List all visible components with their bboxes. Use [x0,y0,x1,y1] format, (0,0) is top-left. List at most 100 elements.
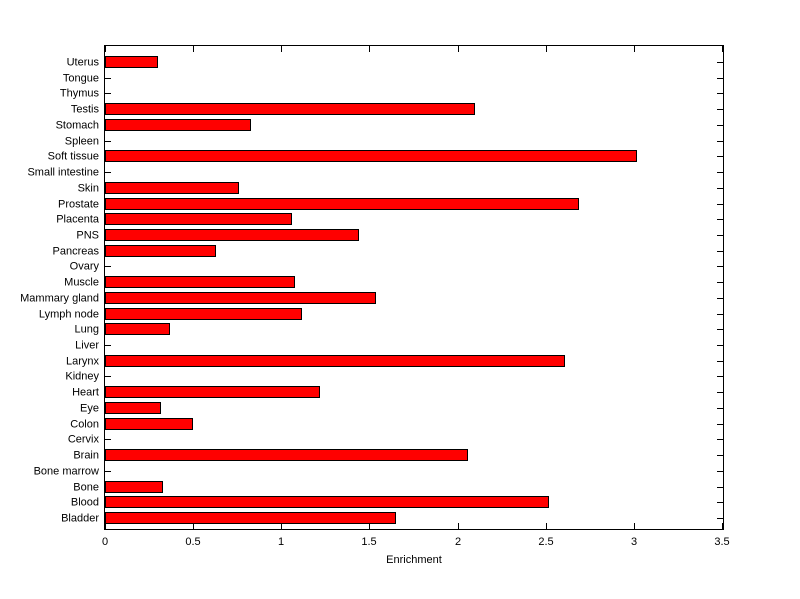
y-tick-right [717,487,723,488]
y-tick-left [105,93,111,94]
x-tick-bottom [369,523,370,529]
bar [105,386,320,398]
y-tick-label: Skin [77,182,99,195]
y-tick-right [717,93,723,94]
y-tick-right [717,109,723,110]
y-tick-right [717,235,723,236]
bar [105,449,468,461]
y-tick-right [717,156,723,157]
y-tick-label: Tongue [62,72,99,85]
y-tick-right [717,345,723,346]
y-tick-label: Soft tissue [47,150,99,163]
y-tick-right [717,329,723,330]
y-tick-label: Pancreas [52,245,99,258]
y-tick-left [105,345,111,346]
bar [105,229,359,241]
y-tick-right [717,376,723,377]
x-tick-bottom [546,523,547,529]
y-tick-right [717,78,723,79]
x-tick-bottom [105,523,106,529]
x-tick-label: 2 [454,536,462,548]
x-tick-bottom [281,523,282,529]
y-tick-right [717,424,723,425]
bar [105,418,193,430]
y-tick-right [717,204,723,205]
bar [105,213,292,225]
y-tick-label: Blood [70,496,99,509]
x-tick-top [722,46,723,52]
y-tick-left [105,471,111,472]
y-tick-left [105,172,111,173]
y-tick-label: Muscle [64,276,99,289]
y-tick-right [717,219,723,220]
x-tick-bottom [722,523,723,529]
x-tick-top [105,46,106,52]
y-tick-label: Prostate [58,198,99,211]
bar [105,276,295,288]
y-tick-label: PNS [76,229,99,242]
y-tick-right [717,455,723,456]
y-tick-right [717,251,723,252]
bar [105,512,396,524]
x-tick-label: 2.5 [538,536,554,548]
y-tick-label: Lymph node [38,308,99,321]
bar [105,245,216,257]
y-tick-right [717,172,723,173]
y-tick-label: Lung [74,323,99,336]
y-tick-right [717,518,723,519]
bar [105,119,251,131]
y-tick-right [717,62,723,63]
y-tick-label: Bone [73,481,99,494]
y-tick-label: Thymus [59,87,99,100]
x-tick-bottom [193,523,194,529]
y-tick-right [717,392,723,393]
y-tick-right [717,125,723,126]
y-tick-right [717,298,723,299]
x-axis-title: Enrichment [386,554,442,566]
bar [105,355,565,367]
bar [105,182,239,194]
bar [105,56,158,68]
bar [105,198,579,210]
y-tick-label: Colon [70,418,99,431]
bar [105,292,376,304]
x-tick-bottom [634,523,635,529]
bar [105,103,475,115]
y-tick-label: Liver [75,339,99,352]
bar [105,308,302,320]
y-tick-label: Stomach [55,119,99,132]
y-tick-right [717,266,723,267]
y-tick-label: Cervix [67,433,99,446]
y-tick-label: Mammary gland [20,292,99,305]
y-tick-label: Bladder [61,512,99,525]
x-tick-top [458,46,459,52]
y-tick-right [717,282,723,283]
y-tick-right [717,408,723,409]
y-tick-right [717,141,723,142]
y-tick-left [105,141,111,142]
y-tick-right [717,502,723,503]
y-tick-right [717,439,723,440]
y-tick-right [717,471,723,472]
x-tick-label: 0 [101,536,109,548]
y-tick-right [717,314,723,315]
x-tick-top [193,46,194,52]
bar [105,150,637,162]
bar [105,481,163,493]
y-tick-label: Eye [80,402,99,415]
y-tick-left [105,439,111,440]
y-tick-label: Kidney [65,370,99,383]
x-tick-label: 1 [277,536,285,548]
y-tick-left [105,78,111,79]
plot-area: Enrichment 0 0.5 1 1.5 2 2.5 3 3.5 Uterus Tongue T… [20,45,730,566]
y-tick-label: Larynx [65,355,99,368]
x-tick-label: 3 [630,536,638,548]
x-tick-label: 0.5 [185,536,201,548]
y-tick-right [717,188,723,189]
y-tick-left [105,266,111,267]
y-tick-left [105,376,111,377]
y-tick-label: Brain [73,449,99,462]
bar [105,496,549,508]
y-tick-label: Spleen [64,135,99,148]
y-tick-label: Testis [70,103,99,116]
